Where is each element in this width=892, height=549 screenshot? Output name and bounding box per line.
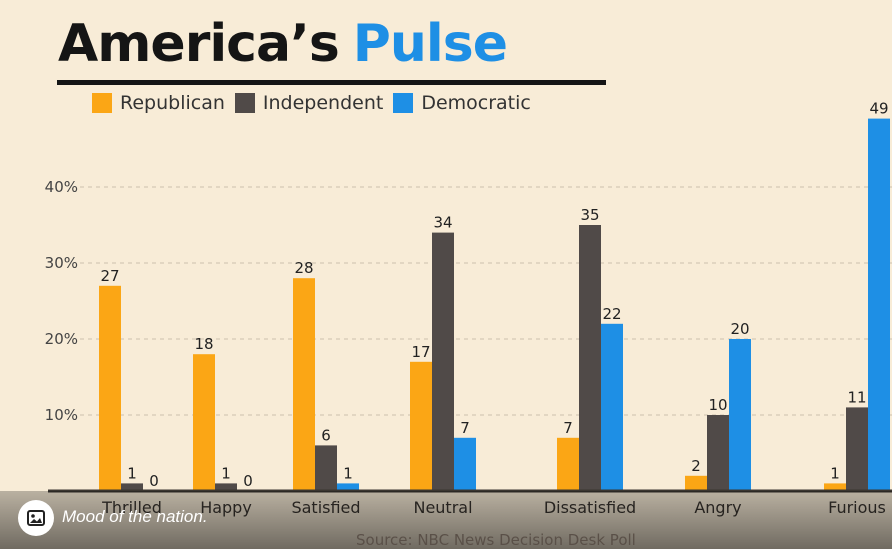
bar-independent-thrilled: [121, 483, 143, 491]
legend-item-democratic: Democratic: [393, 92, 531, 114]
data-label-independent-angry: 10: [708, 396, 727, 414]
data-label-independent-satisfied: 6: [321, 426, 331, 444]
data-label-democratic-satisfied: 1: [343, 464, 353, 482]
bar-independent-dissatisfied: [579, 225, 601, 491]
data-label-republican-satisfied: 28: [294, 259, 313, 277]
bar-independent-furious: [846, 407, 868, 491]
data-label-democratic-furious: 49: [869, 100, 888, 118]
bar-independent-satisfied: [315, 445, 337, 491]
data-label-democratic-happy: 0: [243, 472, 253, 490]
legend-item-independent: Independent: [234, 92, 384, 114]
data-label-republican-neutral: 17: [411, 343, 430, 361]
bar-democratic-furious: [868, 118, 890, 491]
data-label-independent-happy: 1: [221, 464, 231, 482]
bar-democratic-satisfied: [337, 483, 359, 491]
y-tick-label: 20%: [45, 330, 78, 348]
bar-republican-satisfied: [293, 278, 315, 491]
y-tick-label: 40%: [45, 178, 78, 196]
legend-label-republican: Republican: [120, 92, 225, 114]
bar-independent-angry: [707, 415, 729, 491]
data-label-independent-neutral: 34: [433, 214, 452, 232]
data-label-democratic-angry: 20: [730, 320, 749, 338]
bar-republican-dissatisfied: [557, 437, 579, 491]
data-label-republican-furious: 1: [830, 464, 840, 482]
data-label-democratic-neutral: 7: [460, 419, 470, 437]
bar-republican-angry: [685, 475, 707, 491]
y-tick-label: 30%: [45, 254, 78, 272]
data-label-republican-thrilled: 27: [100, 267, 119, 285]
bar-democratic-neutral: [454, 437, 476, 491]
title-part-pulse: Pulse: [352, 14, 508, 74]
data-label-independent-furious: 11: [847, 388, 866, 406]
bar-republican-happy: [193, 354, 215, 491]
data-label-independent-dissatisfied: 35: [580, 206, 599, 224]
data-label-independent-thrilled: 1: [127, 464, 137, 482]
legend: Republican Independent Democratic: [92, 92, 541, 114]
caption-text: Mood of the nation.: [62, 507, 208, 526]
bar-republican-thrilled: [99, 285, 121, 491]
data-label-republican-angry: 2: [691, 457, 701, 475]
bar-republican-furious: [824, 483, 846, 491]
bar-independent-happy: [215, 483, 237, 491]
legend-swatch-independent: [234, 93, 255, 113]
legend-swatch-democratic: [393, 93, 414, 113]
data-label-democratic-dissatisfied: 22: [602, 305, 621, 323]
data-label-democratic-thrilled: 0: [149, 472, 159, 490]
y-tick-label: 10%: [45, 406, 78, 424]
legend-label-democratic: Democratic: [421, 92, 531, 114]
image-icon[interactable]: [18, 500, 54, 536]
bar-democratic-dissatisfied: [601, 323, 623, 491]
data-label-republican-happy: 18: [194, 335, 213, 353]
data-label-republican-dissatisfied: 7: [563, 419, 573, 437]
title-underline: [57, 80, 606, 85]
bar-democratic-angry: [729, 339, 751, 491]
legend-label-independent: Independent: [262, 92, 384, 114]
legend-item-republican: Republican: [92, 92, 225, 114]
chart-title: America’s Pulse: [58, 12, 508, 76]
title-part-america: America’s: [58, 14, 340, 74]
bar-independent-neutral: [432, 232, 454, 491]
caption-bar: [0, 491, 892, 549]
legend-swatch-republican: [92, 93, 112, 113]
bar-republican-neutral: [410, 361, 432, 491]
source-note: Source: NBC News Decision Desk Poll: [356, 531, 636, 549]
